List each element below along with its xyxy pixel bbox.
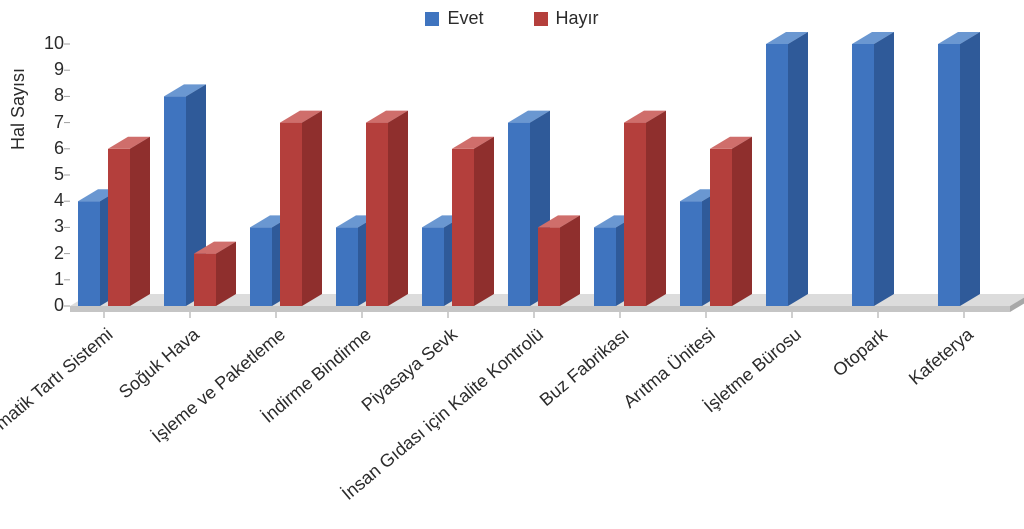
legend-swatch-hayir	[534, 12, 548, 26]
y-tick-label: 8	[34, 85, 64, 106]
y-tick-label: 2	[34, 243, 64, 264]
y-tick-label: 10	[34, 33, 64, 54]
x-ticks: Otomatik Tartı SistemiSoğuk Havaİşleme v…	[70, 318, 1010, 528]
x-tick-label: Soğuk Hava	[115, 324, 204, 403]
legend-label-evet: Evet	[447, 8, 483, 29]
x-tick-label: Buz Fabrikası	[536, 324, 634, 411]
y-tick-label: 5	[34, 164, 64, 185]
plot-area	[70, 32, 1010, 312]
legend-swatch-evet	[425, 12, 439, 26]
legend-label-hayir: Hayır	[556, 8, 599, 29]
plot-svg	[70, 32, 1010, 312]
y-tick-label: 6	[34, 138, 64, 159]
x-tick-label: Otomatik Tartı Sistemi	[0, 324, 117, 453]
y-axis-title: Hal Sayısı	[8, 68, 29, 150]
x-tick-label: Otopark	[829, 324, 892, 381]
y-tick-label: 0	[34, 295, 64, 316]
legend-item-hayir: Hayır	[534, 8, 599, 29]
y-tick-label: 3	[34, 216, 64, 237]
legend: Evet Hayır	[0, 8, 1024, 29]
y-tick-label: 4	[34, 190, 64, 211]
y-tick-label: 1	[34, 269, 64, 290]
bar-chart: Evet Hayır Hal Sayısı 0 1 2 3 4 5 6 7 8 9 10 Otoma…	[0, 0, 1024, 529]
y-tick-label: 7	[34, 112, 64, 133]
y-tick-label: 9	[34, 59, 64, 80]
legend-item-evet: Evet	[425, 8, 483, 29]
x-tick-label: Kafeterya	[905, 324, 978, 390]
